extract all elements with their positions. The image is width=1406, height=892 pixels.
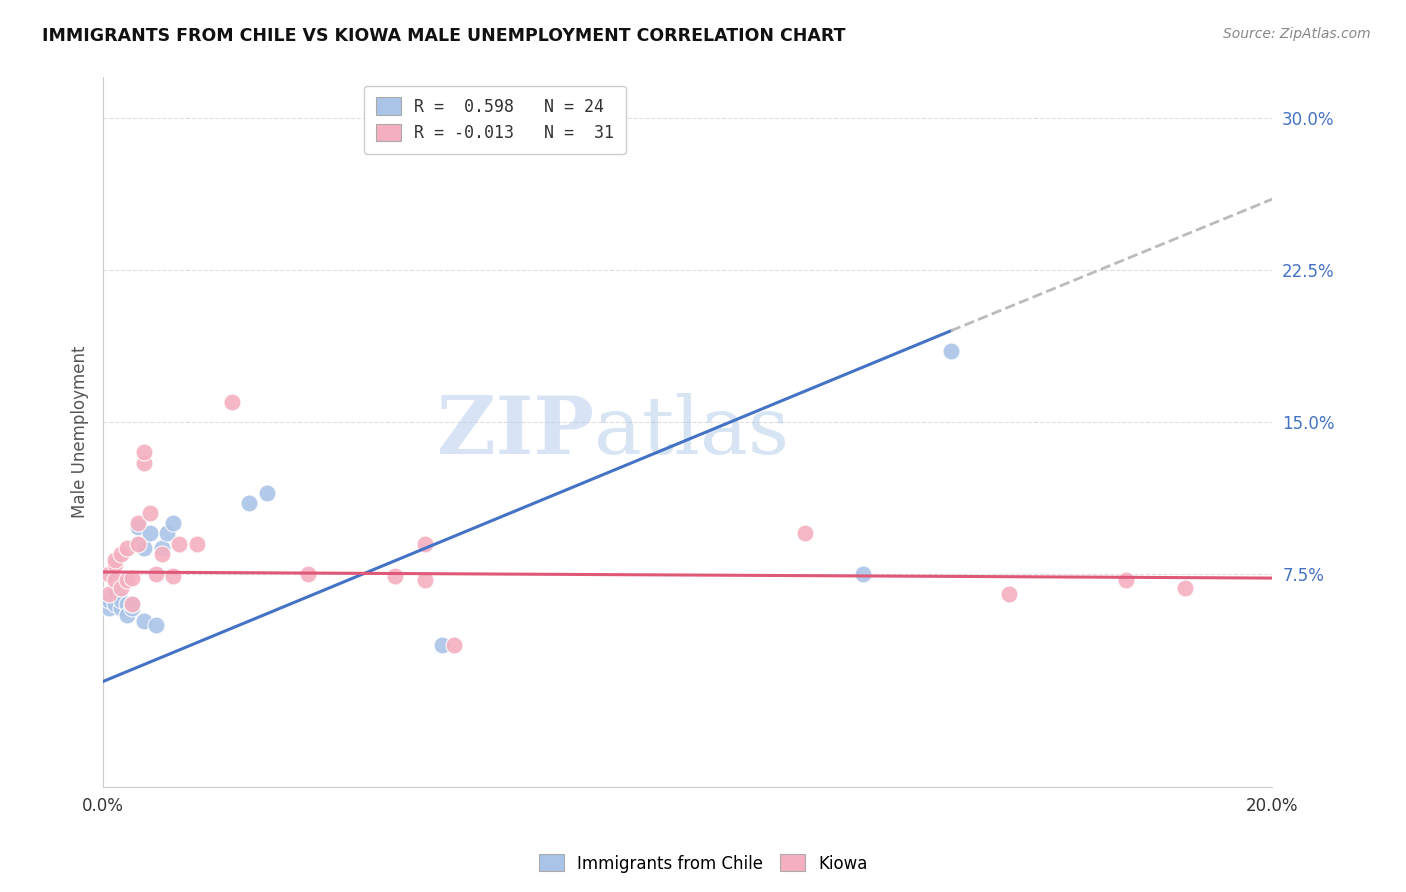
Point [145,617,167,632]
Point [104,553,127,567]
Point [132,456,155,470]
Point [98,601,121,615]
Point [104,557,127,571]
Point [110,593,132,607]
Point [115,541,138,555]
Point [110,547,132,561]
Point [139,506,162,520]
Point [127,516,149,531]
Point [413,536,436,550]
Point [127,520,149,534]
Point [104,573,127,587]
Point [127,536,149,550]
Point [98,593,121,607]
Legend: R =  0.598   N = 24, R = -0.013   N =  31: R = 0.598 N = 24, R = -0.013 N = 31 [364,86,626,153]
Point [150,541,173,555]
Point [167,536,190,550]
Point [852,567,875,582]
Y-axis label: Male Unemployment: Male Unemployment [72,346,89,518]
Point [132,541,155,555]
Point [297,567,319,582]
Point [221,394,243,409]
Point [132,445,155,459]
Point [1174,581,1197,595]
Point [432,638,454,652]
Point [121,598,143,612]
Point [121,571,143,585]
Point [156,526,179,541]
Point [98,587,121,601]
Text: ZIP: ZIP [437,393,595,471]
Point [256,486,278,500]
Point [162,516,184,531]
Point [98,567,121,582]
Point [150,547,173,561]
Point [110,601,132,615]
Point [127,536,149,550]
Point [115,598,138,612]
Point [115,573,138,587]
Point [186,536,208,550]
Point [104,598,127,612]
Point [443,638,465,652]
Text: Source: ZipAtlas.com: Source: ZipAtlas.com [1223,27,1371,41]
Point [139,526,162,541]
Point [998,587,1021,601]
Point [162,569,184,583]
Point [104,587,127,601]
Point [115,607,138,622]
Point [121,601,143,615]
Text: IMMIGRANTS FROM CHILE VS KIOWA MALE UNEMPLOYMENT CORRELATION CHART: IMMIGRANTS FROM CHILE VS KIOWA MALE UNEM… [42,27,845,45]
Point [1115,573,1137,587]
Legend: Immigrants from Chile, Kiowa: Immigrants from Chile, Kiowa [531,847,875,880]
Point [384,569,406,583]
Point [110,581,132,595]
Point [793,526,815,541]
Point [132,614,155,628]
Point [939,344,962,359]
Point [145,567,167,582]
Point [121,598,143,612]
Point [413,573,436,587]
Text: atlas: atlas [595,393,789,471]
Point [238,496,260,510]
